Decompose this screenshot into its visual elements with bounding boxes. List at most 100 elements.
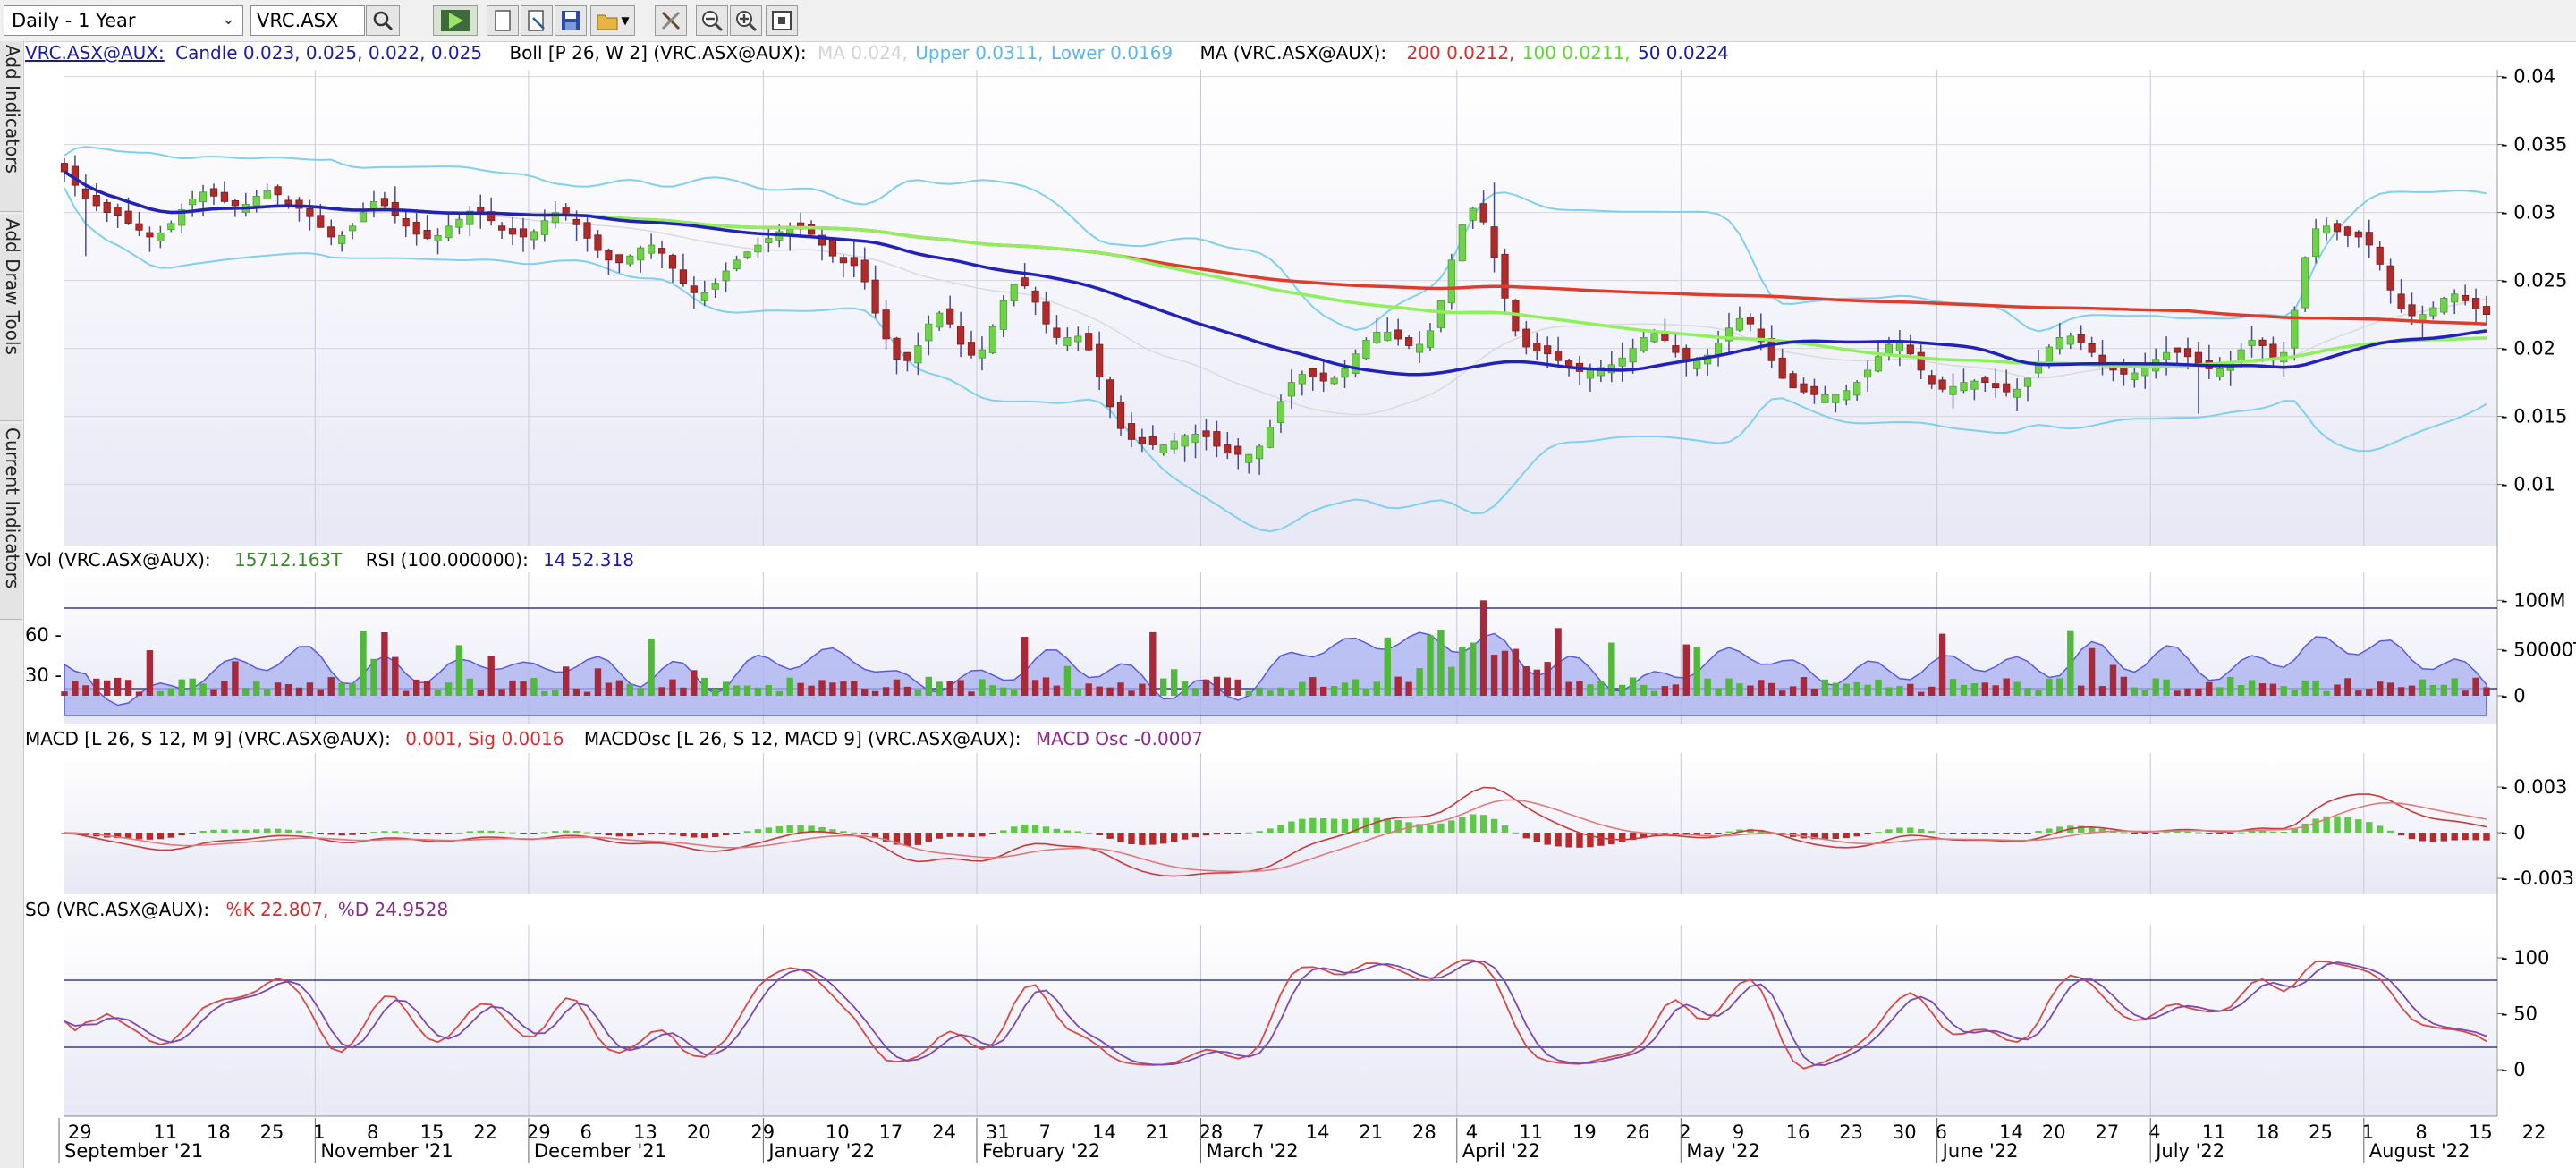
macd-osc-bar <box>1181 833 1189 840</box>
play-button[interactable] <box>433 5 478 36</box>
candle <box>1309 368 1317 377</box>
day-tick-label: 23 <box>1839 1121 1863 1143</box>
symbol-input-value: VRC.ASX <box>257 10 339 31</box>
tab-current-indicators[interactable]: Current Indicators <box>0 424 23 620</box>
volume-bar <box>1309 677 1317 696</box>
volume-bar <box>189 678 196 696</box>
candle <box>1501 253 1509 299</box>
export-button[interactable] <box>521 5 553 36</box>
volume-bar <box>1672 684 1680 696</box>
candle <box>1224 444 1232 454</box>
volume-bar <box>466 678 473 696</box>
volume-bar <box>1021 637 1029 696</box>
volume-bar <box>1928 686 1936 696</box>
volume-bar <box>893 679 901 696</box>
open-folder-icon <box>597 14 618 30</box>
macd-osc-bar <box>2451 833 2458 841</box>
zoom-out-button[interactable] <box>696 5 728 36</box>
symbol-input[interactable]: VRC.ASX <box>250 5 365 36</box>
macdosc-legend-label: MACDOsc [L 26, S 12, MACD 9] (VRC.ASX@AU… <box>583 728 1021 749</box>
open-button[interactable]: ▼ <box>590 5 635 36</box>
macd-osc-bar <box>637 833 644 836</box>
candle <box>2376 246 2384 265</box>
price-panel <box>64 70 2497 546</box>
volume-bar <box>1352 679 1360 696</box>
candle <box>808 224 816 235</box>
macd-osc-bar <box>829 829 836 833</box>
candle <box>2397 293 2405 309</box>
volume-bar <box>754 687 762 696</box>
day-tick-label: 29 <box>68 1121 92 1143</box>
volume-bar <box>552 690 559 696</box>
zoom-in-button[interactable] <box>730 5 762 36</box>
candle <box>572 218 580 225</box>
macd-osc-bar <box>1640 833 1648 838</box>
macd-osc-bar <box>680 833 687 837</box>
volume-bar <box>2152 678 2159 696</box>
candle <box>412 221 420 235</box>
tab-add-indicators[interactable]: Add Indicators <box>0 41 23 212</box>
candle <box>1672 345 1680 353</box>
macd-osc-bar <box>2408 833 2416 840</box>
candle <box>1031 290 1039 303</box>
volume-bar <box>1000 687 1007 696</box>
tools-button[interactable] <box>655 5 687 36</box>
volume-bar <box>2206 681 2213 696</box>
save-button[interactable] <box>555 5 587 36</box>
candle <box>1127 423 1136 440</box>
month-tick-label: August '22 <box>2369 1140 2470 1162</box>
macd-osc-bar <box>1992 833 1999 834</box>
macd-osc-bar <box>1288 821 1295 833</box>
macd-osc-bar <box>1864 833 1871 834</box>
macd-osc-bar <box>498 831 505 833</box>
macd-osc-bar <box>1085 833 1092 834</box>
candle <box>295 199 303 209</box>
day-tick-label: 22 <box>2522 1121 2546 1143</box>
candle <box>2077 334 2085 343</box>
macd-osc-bar <box>1128 833 1135 844</box>
candle <box>402 217 410 227</box>
candle <box>828 239 837 257</box>
volume-bar <box>1843 683 1850 696</box>
volume-bar <box>2355 690 2362 696</box>
volume-bar <box>936 681 943 696</box>
candle <box>967 342 976 356</box>
month-tick-label: February '22 <box>982 1140 1100 1162</box>
macd-osc-bar <box>1320 818 1327 833</box>
volume-bar <box>2334 684 2341 696</box>
volume-bar <box>178 679 185 696</box>
macd-osc-bar <box>253 829 260 833</box>
save-icon <box>562 11 580 30</box>
tab-add-draw-tools[interactable]: Add Draw Tools <box>0 215 23 421</box>
macd-osc-bar <box>2355 819 2362 833</box>
candle <box>1042 301 1050 325</box>
volume-bar <box>1907 683 1914 696</box>
candle <box>380 198 389 207</box>
macd-osc-bar <box>1149 833 1157 845</box>
fit-button[interactable] <box>766 5 798 36</box>
volume-bar <box>477 690 484 696</box>
so-tick-label: - 100 <box>2501 947 2549 969</box>
sidebar: Add Indicators Add Draw Tools Current In… <box>0 41 24 1168</box>
volume-bar <box>487 656 495 696</box>
new-chart-button[interactable] <box>487 5 519 36</box>
macd-osc-bar <box>1715 833 1722 834</box>
candle <box>2301 257 2309 309</box>
volume-bar <box>509 680 516 696</box>
macd-osc-bar <box>882 833 890 842</box>
candle <box>508 228 517 235</box>
candle <box>1159 444 1167 454</box>
period-select[interactable]: Daily - 1 Year ⌄ <box>4 5 243 36</box>
macd-osc-bar <box>1277 825 1284 833</box>
volume-bar <box>1501 650 1509 696</box>
candle <box>2237 349 2245 361</box>
macd-osc-bar <box>178 833 185 836</box>
search-button[interactable] <box>366 5 400 36</box>
volume-bar <box>882 687 890 696</box>
macd-osc-bar <box>1875 832 1882 834</box>
candle <box>146 232 154 238</box>
candle <box>178 209 186 226</box>
volume-bar <box>2120 676 2128 696</box>
candle <box>1874 356 1883 372</box>
